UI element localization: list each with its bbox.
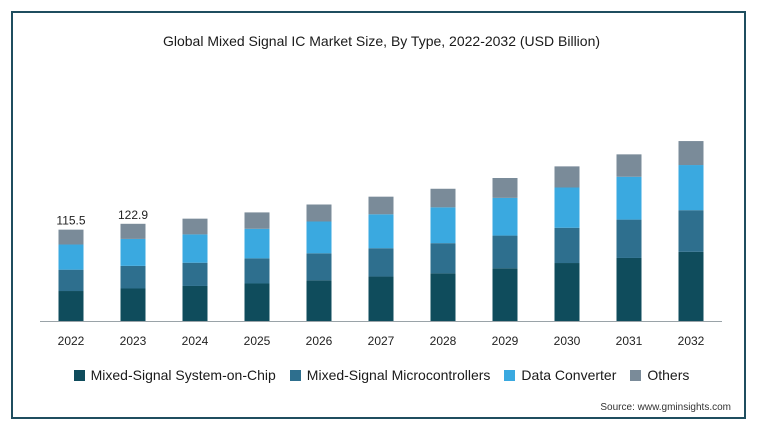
x-tick-label: 2027: [368, 334, 395, 348]
bar-segment-2022-2: [58, 269, 84, 292]
bar-segment-2024-3: [182, 234, 208, 263]
bar-segment-2028-2: [430, 243, 456, 274]
bar-segment-2025-2: [244, 258, 270, 284]
x-tick-label: 2029: [492, 334, 519, 348]
bar-segment-2027-3: [368, 214, 394, 249]
legend-item-3: Data Converter: [504, 367, 616, 383]
legend-swatch: [630, 369, 642, 381]
bar-segment-2026-2: [306, 253, 332, 281]
bar-segment-2026-1: [306, 280, 332, 321]
x-tick-label: 2031: [616, 334, 643, 348]
bar-segment-2022-3: [58, 244, 84, 270]
bar-segment-2024-1: [182, 285, 208, 321]
bar-segment-2030-3: [554, 187, 580, 228]
bar-segment-2031-2: [616, 219, 642, 258]
bar-segment-2029-4: [492, 178, 518, 198]
bar-segment-2025-3: [244, 228, 270, 259]
bar-segment-2023-2: [120, 265, 146, 289]
bar-segment-2024-4: [182, 218, 208, 235]
legend-label: Others: [647, 367, 690, 383]
bar-segment-2027-1: [368, 276, 394, 321]
bar-segment-2026-3: [306, 221, 332, 254]
legend-swatch: [73, 369, 85, 381]
bar-segment-2031-1: [616, 257, 642, 321]
bar-segment-2028-4: [430, 188, 456, 208]
bar-segment-2030-1: [554, 263, 580, 321]
bar-segment-2029-2: [492, 235, 518, 269]
data-labels: 115.5 122.9: [56, 208, 148, 228]
legend-label: Mixed-Signal System-on-Chip: [90, 367, 276, 383]
bar-segment-2031-4: [616, 154, 642, 177]
legend: Mixed-Signal System-on-Chip Mixed-Signal …: [0, 367, 763, 383]
legend-item-2: Mixed-Signal Microcontrollers: [289, 367, 491, 383]
x-tick-label: 2026: [306, 334, 333, 348]
data-label-2022: 115.5: [56, 214, 85, 228]
bar-segment-2025-1: [244, 283, 270, 321]
bar-segment-2032-3: [678, 165, 704, 211]
legend-swatch: [289, 369, 301, 381]
bar-segment-2032-4: [678, 141, 704, 166]
x-tick-label: 2023: [120, 334, 147, 348]
source-note: Source: www.gminsights.com: [600, 402, 731, 413]
bar-segment-2032-1: [678, 251, 704, 321]
x-tick-label: 2032: [678, 334, 705, 348]
x-tick-labels: 2022 2023 2024 2025 2026 2027 2028 2029 2030 2031…: [58, 334, 705, 348]
x-tick-label: 2028: [430, 334, 457, 348]
bar-segment-2032-2: [678, 210, 704, 252]
bar-segment-2028-1: [430, 273, 456, 321]
legend-item-1: Mixed-Signal System-on-Chip: [73, 367, 276, 383]
bar-segment-2026-4: [306, 204, 332, 222]
bar-segment-2029-3: [492, 197, 518, 236]
chart-title: Global Mixed Signal IC Market Size, By T…: [162, 33, 601, 49]
bar-segment-2027-2: [368, 248, 394, 277]
bar-segment-2024-2: [182, 262, 208, 286]
x-tick-label: 2022: [58, 334, 85, 348]
bars-group: [58, 141, 704, 321]
bar-segment-2023-3: [120, 238, 146, 266]
legend-label: Data Converter: [521, 367, 617, 383]
bar-segment-2030-2: [554, 227, 580, 264]
x-tick-label: 2025: [244, 334, 271, 348]
bar-segment-2027-4: [368, 196, 394, 215]
bar-segment-2029-1: [492, 268, 518, 321]
bar-segment-2023-4: [120, 223, 146, 239]
bar-segment-2023-1: [120, 288, 146, 321]
x-tick-label: 2024: [182, 334, 209, 348]
legend-swatch: [504, 369, 516, 381]
bar-segment-2031-3: [616, 176, 642, 220]
bar-segment-2030-4: [554, 166, 580, 188]
bar-segment-2028-3: [430, 207, 456, 244]
data-label-2023: 122.9: [118, 208, 148, 222]
legend-item-4: Others: [630, 367, 689, 383]
bar-segment-2025-4: [244, 212, 270, 229]
x-tick-label: 2030: [554, 334, 581, 348]
bar-segment-2022-4: [58, 229, 84, 245]
legend-label: Mixed-Signal Microcontrollers: [306, 367, 491, 383]
bar-segment-2022-1: [58, 291, 84, 321]
